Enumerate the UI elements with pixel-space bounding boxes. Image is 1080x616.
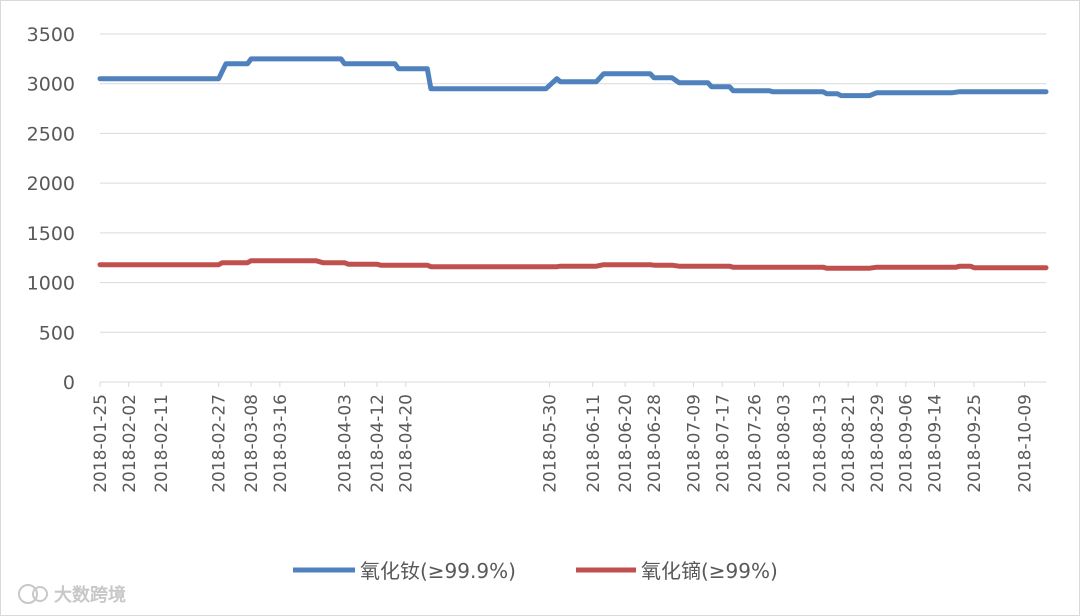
x-tick-label: 2018-04-03 [336, 394, 356, 493]
y-tick-label: 2000 [27, 173, 75, 195]
x-tick-label: 2018-08-03 [774, 394, 794, 493]
watermark: 大数跨境 [18, 584, 126, 606]
y-axis-ticks: 0 500 1000 1500 2000 2500 3000 3500 [27, 24, 75, 394]
y-tick-label: 1000 [27, 273, 75, 295]
y-tick-label: 3500 [27, 24, 75, 46]
y-tick-label: 1500 [27, 223, 75, 245]
watermark-logo-icon [18, 584, 38, 604]
x-tick-label: 2018-04-12 [368, 394, 388, 493]
y-tick-label: 500 [39, 322, 75, 344]
x-tick-label: 2018-01-25 [91, 394, 111, 493]
x-tick-label: 2018-08-29 [868, 394, 888, 493]
x-tick-label: 2018-02-02 [120, 394, 140, 493]
legend: 氧化钕(≥99.9%) 氧化镝(≥99%) [293, 559, 778, 583]
series-line-1 [97, 258, 1049, 271]
y-tick-label: 2500 [27, 123, 75, 145]
series-lines [97, 56, 1049, 271]
x-tick-label: 2018-07-17 [713, 394, 733, 493]
y-tick-label: 0 [63, 372, 75, 394]
legend-label-0: 氧化钕(≥99.9%) [360, 559, 516, 583]
x-axis-ticks: 2018-01-25 2018-02-02 2018-02-11 2018-02-27… [91, 382, 1035, 493]
x-tick-label: 2018-04-20 [397, 394, 417, 493]
y-tick-label: 3000 [27, 74, 75, 96]
series-line-0 [97, 56, 1049, 99]
x-tick-label: 2018-02-27 [210, 394, 230, 493]
x-tick-label: 2018-06-20 [616, 394, 636, 493]
gridlines [100, 33, 1046, 383]
x-tick-label: 2018-09-14 [925, 394, 945, 493]
x-tick-label: 2018-09-06 [897, 394, 917, 493]
x-tick-label: 2018-07-09 [684, 394, 704, 493]
x-tick-label: 2018-08-21 [839, 394, 859, 493]
legend-label-1: 氧化镝(≥99%) [641, 559, 778, 583]
x-tick-label: 2018-08-13 [810, 394, 830, 493]
x-tick-label: 2018-07-26 [746, 394, 766, 493]
x-tick-label: 2018-05-30 [541, 394, 561, 493]
x-tick-label: 2018-03-16 [271, 394, 291, 493]
x-tick-label: 2018-02-11 [152, 394, 172, 493]
x-tick-label: 2018-06-28 [645, 394, 665, 493]
x-tick-label: 2018-10-09 [1015, 394, 1035, 493]
x-tick-label: 2018-09-25 [965, 394, 985, 493]
watermark-text: 大数跨境 [54, 584, 126, 606]
x-tick-label: 2018-03-08 [242, 394, 262, 493]
x-tick-label: 2018-06-11 [584, 394, 604, 493]
